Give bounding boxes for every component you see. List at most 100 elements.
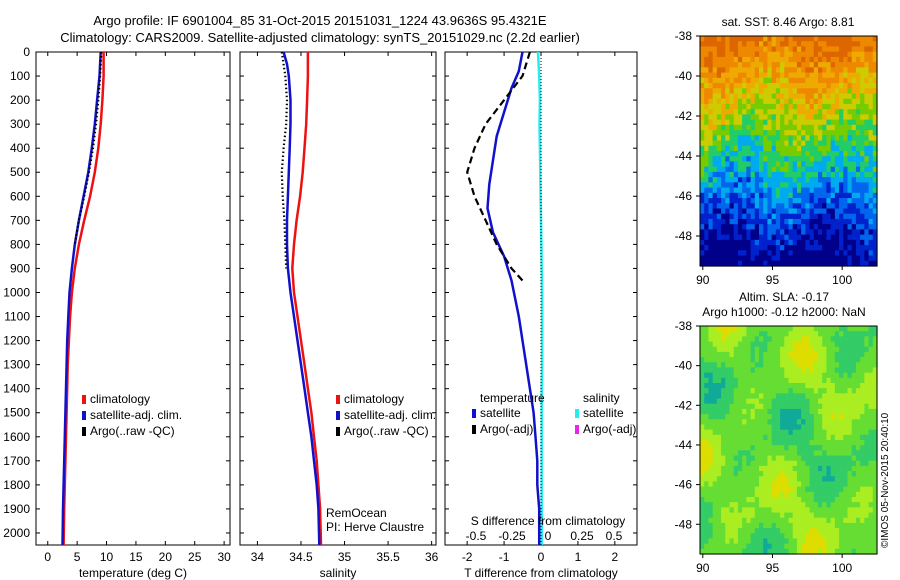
heatmap-cell (708, 187, 714, 194)
heatmap-cell (759, 507, 764, 514)
heatmap-cell (754, 367, 760, 374)
heatmap-cell (750, 346, 756, 353)
heatmap-cell (737, 161, 743, 168)
heatmap-cell (737, 481, 743, 488)
heatmap-cell (737, 414, 743, 420)
heatmap-cell (872, 533, 878, 540)
heatmap-cell (708, 548, 714, 555)
heatmap-cell (704, 445, 710, 451)
heatmap-cell (843, 533, 849, 540)
heatmap-cell (742, 502, 747, 508)
heatmap-cell (813, 135, 819, 142)
heatmap-cell (801, 224, 806, 231)
heatmap-cell (851, 533, 857, 540)
heatmap-cell (708, 245, 714, 251)
heatmap-cell (704, 36, 710, 42)
heatmap-cell (754, 502, 760, 508)
heatmap-cell (708, 445, 714, 451)
heatmap-cell (775, 398, 781, 405)
heatmap-cell (716, 357, 722, 363)
heatmap-cell (813, 166, 819, 173)
heatmap-cell (712, 41, 718, 48)
heatmap-cell (742, 465, 747, 472)
heatmap-cell (805, 72, 811, 79)
heatmap-cell (843, 476, 849, 483)
heatmap-cell (809, 177, 815, 183)
heatmap-cell (834, 187, 840, 194)
heatmap-cell (792, 177, 798, 183)
heatmap-cell (805, 424, 811, 431)
heatmap-cell (860, 213, 865, 220)
heatmap-cell (780, 187, 785, 194)
heatmap-cell (839, 260, 844, 267)
heatmap-cell (759, 497, 764, 503)
heatmap-cell (725, 208, 731, 215)
heatmap-cell (813, 507, 819, 514)
heatmap-cell (855, 72, 861, 79)
heatmap-cell (750, 548, 756, 555)
heatmap-cell (771, 166, 777, 173)
heatmap-cell (733, 203, 739, 210)
heatmap-cell (780, 182, 785, 189)
heatmap-cell (712, 408, 718, 415)
heatmap-cell (868, 114, 874, 121)
heatmap-cell (822, 88, 828, 95)
heatmap-cell (818, 145, 823, 152)
heatmap-cell (818, 36, 823, 42)
heatmap-cell (784, 67, 790, 74)
heatmap-cell (767, 346, 773, 353)
heatmap-cell (754, 182, 760, 189)
heatmap-cell (847, 260, 853, 267)
heatmap-cell (733, 187, 739, 194)
heatmap-cell (780, 145, 785, 152)
heatmap-cell (813, 465, 819, 472)
heatmap-cell (737, 145, 743, 152)
heatmap-cell (851, 260, 857, 267)
heatmap-cell (775, 543, 781, 550)
heatmap-cell (826, 522, 832, 529)
heatmap-cell (771, 77, 777, 84)
heatmap-cell (822, 383, 828, 389)
heatmap-cell (839, 440, 844, 446)
heatmap-cell (775, 326, 781, 332)
heatmap-cell (788, 507, 794, 514)
heatmap-cell (746, 203, 752, 210)
heatmap-cell (864, 528, 870, 534)
x-axis-label: temperature (deg C) (79, 566, 187, 580)
heatmap-cell (855, 491, 861, 498)
heatmap-cell (771, 140, 777, 147)
heatmap-cell (708, 471, 714, 477)
heatmap-cell (872, 166, 878, 173)
heatmap-cell (716, 533, 722, 540)
heatmap-cell (826, 250, 832, 257)
heatmap-cell (860, 497, 865, 503)
heatmap-cell (759, 346, 764, 353)
heatmap-cell (784, 331, 790, 337)
heatmap-cell (805, 213, 811, 220)
heatmap-cell (822, 135, 828, 142)
heatmap-cell (813, 522, 819, 529)
heatmap-cell (700, 481, 705, 488)
heatmap-cell (700, 218, 705, 225)
heatmap-cell (826, 67, 832, 74)
heatmap-cell (860, 507, 865, 514)
heatmap-cell (708, 62, 714, 68)
heatmap-cell (822, 357, 828, 363)
heatmap-cell (737, 445, 743, 451)
heatmap-cell (805, 507, 811, 514)
heatmap-cell (839, 130, 844, 136)
heatmap-cell (742, 336, 747, 343)
heatmap-cell (750, 481, 756, 488)
heatmap-cell (868, 98, 874, 105)
heatmap-cell (830, 465, 836, 472)
heatmap-cell (868, 502, 874, 508)
heatmap-cell (767, 471, 773, 477)
heatmap-cell (700, 36, 705, 42)
heatmap-cell (805, 543, 811, 550)
heatmap-cell (754, 151, 760, 157)
heatmap-cell (796, 36, 802, 42)
heatmap-cell (729, 533, 735, 540)
heatmap-cell (822, 83, 828, 89)
heatmap-cell (788, 93, 794, 100)
heatmap-cell (780, 341, 785, 348)
